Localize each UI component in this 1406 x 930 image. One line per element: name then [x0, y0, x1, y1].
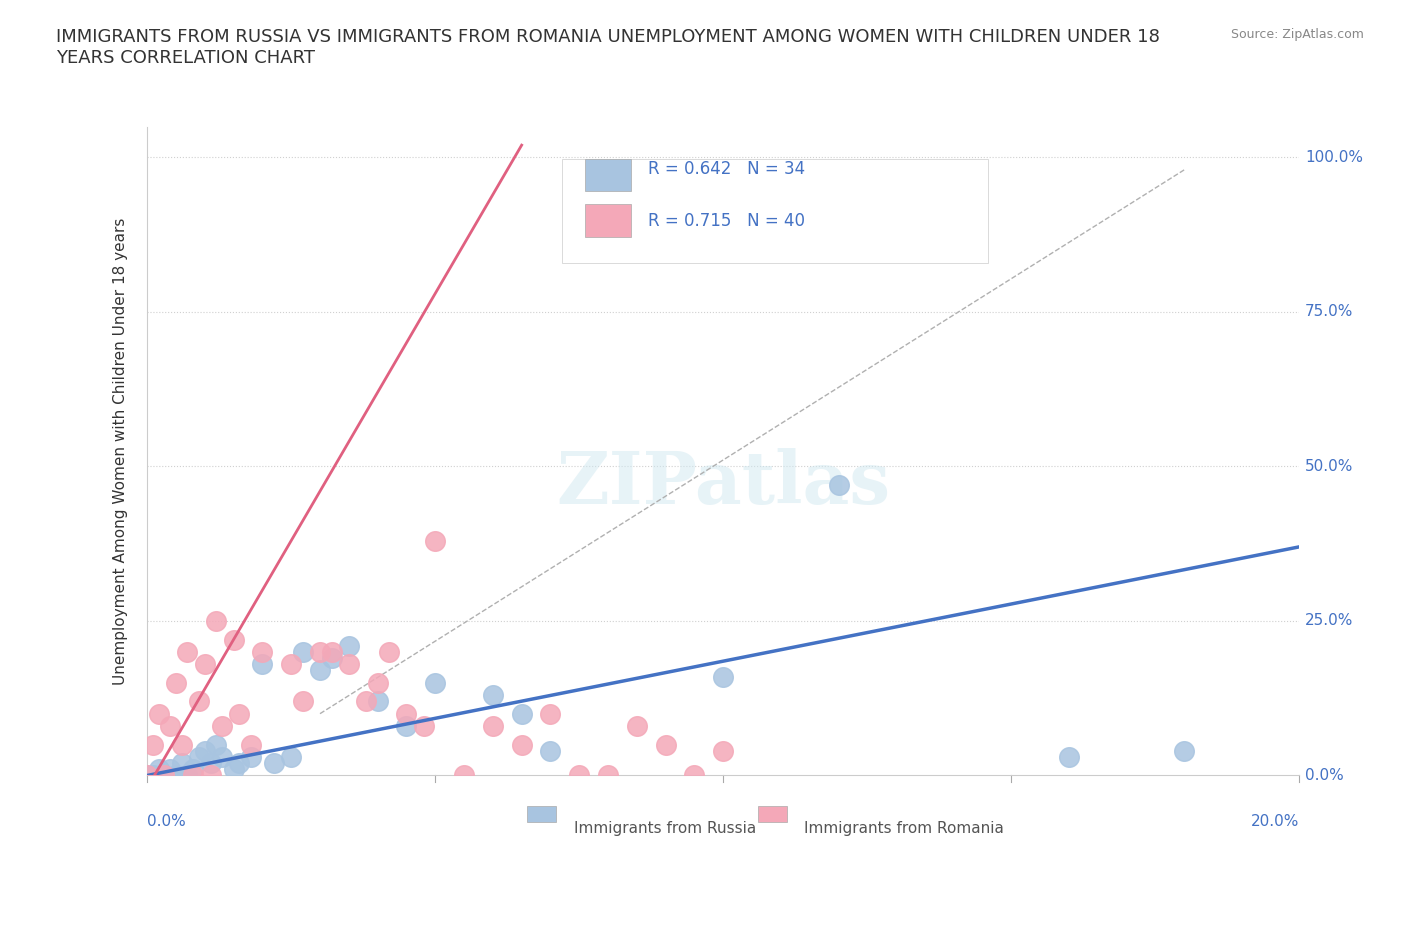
Text: 25.0%: 25.0%: [1305, 614, 1354, 629]
Point: [683, 768, 706, 783]
Point: [540, 706, 562, 721]
FancyBboxPatch shape: [585, 159, 631, 192]
Point: [711, 743, 734, 758]
Point: [309, 663, 332, 678]
Point: [170, 737, 193, 752]
Point: [222, 632, 245, 647]
Point: [291, 694, 314, 709]
Point: [181, 768, 204, 783]
Text: R = 0.715   N = 40: R = 0.715 N = 40: [648, 212, 806, 230]
Point: [280, 750, 302, 764]
Point: [252, 657, 274, 671]
Point: [228, 756, 250, 771]
Text: 20.0%: 20.0%: [1251, 815, 1299, 830]
Point: [153, 768, 176, 783]
Point: [263, 756, 285, 771]
Point: [194, 743, 217, 758]
Point: [280, 657, 302, 671]
Point: [176, 768, 198, 783]
Point: [188, 694, 211, 709]
Point: [252, 644, 274, 659]
Point: [453, 768, 475, 783]
Point: [337, 657, 360, 671]
Point: [412, 719, 434, 734]
Point: [170, 756, 193, 771]
Point: [711, 670, 734, 684]
Text: Immigrants from Russia: Immigrants from Russia: [574, 821, 756, 836]
Point: [596, 768, 619, 783]
Point: [136, 768, 159, 783]
Point: [194, 657, 217, 671]
Point: [165, 675, 187, 690]
Text: 75.0%: 75.0%: [1305, 304, 1354, 320]
Point: [159, 719, 181, 734]
Point: [395, 706, 418, 721]
Point: [291, 644, 314, 659]
FancyBboxPatch shape: [527, 806, 557, 822]
Point: [142, 768, 165, 783]
Point: [425, 533, 447, 548]
Point: [510, 737, 533, 752]
Point: [1057, 750, 1080, 764]
Point: [309, 644, 332, 659]
Point: [626, 719, 648, 734]
Point: [568, 768, 591, 783]
Text: 100.0%: 100.0%: [1305, 150, 1364, 165]
Text: Source: ZipAtlas.com: Source: ZipAtlas.com: [1230, 28, 1364, 41]
Point: [200, 768, 222, 783]
Point: [827, 478, 849, 493]
Text: 50.0%: 50.0%: [1305, 459, 1354, 474]
Point: [148, 762, 170, 777]
Point: [159, 762, 181, 777]
Text: IMMIGRANTS FROM RUSSIA VS IMMIGRANTS FROM ROMANIA UNEMPLOYMENT AMONG WOMEN WITH : IMMIGRANTS FROM RUSSIA VS IMMIGRANTS FRO…: [56, 28, 1160, 67]
Point: [200, 756, 222, 771]
Point: [211, 750, 233, 764]
Point: [188, 750, 211, 764]
Point: [211, 719, 233, 734]
Point: [321, 651, 343, 666]
Point: [741, 200, 763, 215]
Point: [205, 614, 228, 629]
FancyBboxPatch shape: [585, 205, 631, 237]
Point: [1173, 743, 1195, 758]
Point: [337, 638, 360, 653]
FancyBboxPatch shape: [758, 806, 787, 822]
Point: [148, 706, 170, 721]
Point: [205, 737, 228, 752]
Text: ZIPatlas: ZIPatlas: [557, 448, 890, 519]
Point: [142, 737, 165, 752]
Point: [228, 706, 250, 721]
Text: R = 0.642   N = 34: R = 0.642 N = 34: [648, 160, 806, 178]
Point: [378, 644, 401, 659]
Point: [354, 694, 377, 709]
Point: [321, 644, 343, 659]
Point: [540, 743, 562, 758]
Text: Immigrants from Romania: Immigrants from Romania: [804, 821, 1004, 836]
Point: [153, 768, 176, 783]
Point: [482, 719, 505, 734]
Point: [654, 737, 676, 752]
Point: [239, 750, 262, 764]
Point: [222, 762, 245, 777]
Point: [165, 768, 187, 783]
Point: [367, 694, 389, 709]
Point: [136, 768, 159, 783]
Text: 0.0%: 0.0%: [148, 815, 186, 830]
Text: 0.0%: 0.0%: [1305, 768, 1344, 783]
Point: [510, 706, 533, 721]
Point: [482, 687, 505, 702]
Point: [181, 762, 204, 777]
FancyBboxPatch shape: [562, 159, 988, 263]
Y-axis label: Unemployment Among Women with Children Under 18 years: Unemployment Among Women with Children U…: [114, 218, 128, 684]
Point: [425, 675, 447, 690]
Point: [395, 719, 418, 734]
Point: [367, 675, 389, 690]
Point: [239, 737, 262, 752]
Point: [176, 644, 198, 659]
